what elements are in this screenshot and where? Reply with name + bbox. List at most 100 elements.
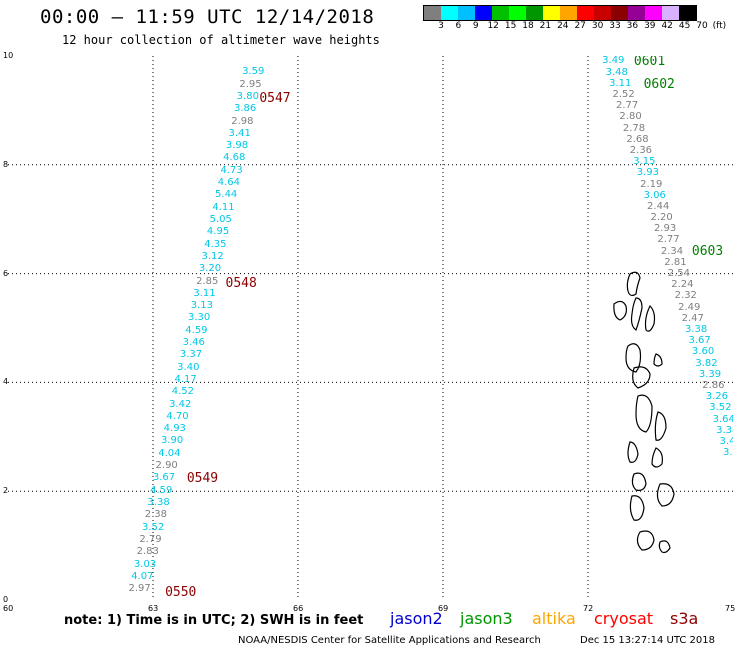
color-scale-labels: 3 6 9 12 15 18 21 24 27 30 33 36 39 42 45 70 (ft) — [423, 21, 740, 33]
island-atoll — [656, 483, 675, 507]
legend-label: 39 — [644, 21, 656, 31]
wave-height-value: 2.83 — [136, 546, 159, 558]
wave-height-value: 4.35 — [204, 238, 227, 250]
legend-swatch — [577, 6, 594, 20]
island-atoll — [651, 447, 663, 468]
maldives-islands — [613, 271, 675, 554]
wave-height-value: 3.30 — [187, 312, 211, 324]
wave-height-value: 2.90 — [155, 460, 178, 472]
wave-height-value: 2.19 — [640, 178, 663, 190]
island-atoll — [627, 441, 639, 463]
legend-label: 6 — [455, 21, 462, 31]
wave-height-value: 2.38 — [144, 509, 167, 521]
wave-height-value: 3.42 — [169, 398, 192, 410]
legend-swatch — [679, 6, 696, 20]
wave-height-value: 4.59 — [185, 324, 208, 336]
map-panel[interactable]: 3.59 2.95 3.80 3.86 2.98 3.41 3.98 4.68 4.73 4.64… — [8, 56, 733, 600]
wave-height-value: 5.44 — [215, 189, 238, 201]
wave-height-value: 3.38 — [716, 424, 733, 436]
island-atoll — [613, 300, 627, 321]
wave-height-value: 4.68 — [223, 152, 246, 164]
wave-height-value: 3.67 — [152, 472, 176, 484]
pass-time-label: 0550 — [165, 584, 197, 600]
wave-height-value: 3.60 — [691, 346, 715, 358]
island-atoll — [658, 540, 671, 554]
satellite-s3a: s3a — [670, 609, 699, 628]
legend-label: 21 — [539, 21, 552, 31]
wave-height-value: 2.68 — [626, 133, 649, 145]
wave-height-value: 3.03 — [133, 558, 157, 570]
legend-swatch — [441, 6, 458, 20]
wave-height-value: 3.86 — [233, 103, 257, 115]
wave-height-value: 4.93 — [163, 423, 186, 435]
legend-swatch — [509, 6, 526, 20]
longitude-tick-label: 69 — [438, 604, 449, 613]
legend-swatch — [543, 6, 560, 20]
wave-height-value: 3.11 — [609, 77, 632, 89]
wave-height-value: 2.80 — [619, 111, 642, 123]
wave-height-value: 2.78 — [622, 122, 646, 134]
legend-swatch — [628, 6, 645, 20]
wave-height-value: 3.98 — [225, 140, 249, 152]
wave-height-value: 3.52 — [142, 521, 165, 533]
wave-height-value: 4.52 — [171, 386, 195, 398]
wave-height-value: 4.59 — [150, 484, 173, 496]
latitude-tick-label: 0 — [3, 595, 9, 604]
island-atoll — [653, 353, 663, 367]
longitude-tick-label: 72 — [583, 604, 594, 613]
wave-height-value: 3.80 — [236, 90, 259, 102]
longitude-tick-label: 60 — [3, 604, 14, 613]
wave-height-value: 2.79 — [139, 533, 162, 545]
wave-height-value: 4.17 — [174, 373, 197, 385]
wave-height-value: 2.54 — [667, 268, 691, 280]
wave-height-value: 3.41 — [228, 127, 251, 139]
wave-height-value: 3.06 — [643, 189, 666, 201]
legend-swatch — [594, 6, 611, 20]
wave-height-value: 4.73 — [220, 164, 243, 176]
island-atoll — [635, 394, 653, 433]
legend-swatch — [424, 6, 441, 20]
pass-time-label: 0601 — [633, 56, 666, 70]
legend-label: 3 — [438, 21, 444, 31]
latitude-tick-label: 4 — [3, 377, 9, 387]
map-canvas — [8, 56, 733, 600]
pass-time-label: 0603 — [691, 243, 724, 259]
latitude-tick-label: 6 — [3, 268, 9, 278]
longitude-tick-label: 75 — [725, 604, 736, 613]
wave-height-value: 2.81 — [664, 256, 687, 268]
island-atoll — [630, 297, 643, 331]
latitude-tick-label: 10 — [3, 51, 14, 60]
wave-height-value: 2.34 — [660, 245, 684, 257]
island-atoll — [644, 304, 656, 332]
wave-height-value: 3.46 — [182, 337, 205, 349]
legend-label: 12 — [487, 21, 499, 31]
legend-swatch — [662, 6, 679, 20]
wave-height-value: 4.07 — [131, 570, 154, 582]
satellite-jason3: jason3 — [460, 609, 513, 628]
wave-height-value: 3.4 — [719, 435, 733, 447]
wave-height-value: 2.85 — [196, 275, 219, 287]
legend-label: 45 — [678, 21, 691, 31]
legend-label: 9 — [472, 21, 479, 31]
wave-height-value: 4.64 — [217, 177, 240, 189]
legend-label: 18 — [522, 21, 534, 31]
wave-height-value: 2.77 — [657, 234, 680, 246]
chart-subtitle: 12 hour collection of altimeter wave hei… — [62, 33, 380, 47]
pass-time-label: 0602 — [643, 77, 675, 93]
legend-label: 33 — [609, 21, 621, 31]
wave-height-value: 4.11 — [212, 201, 235, 213]
wave-height-value: 2.77 — [615, 100, 639, 112]
wave-height-value: 2.93 — [653, 223, 677, 235]
legend-label: 70 — [696, 21, 708, 31]
wave-height-value: 2.98 — [231, 115, 254, 127]
legend-label: 42 — [661, 21, 673, 31]
wave-height-value: 2.95 — [239, 78, 262, 90]
wave-height-value: 2.32 — [674, 290, 697, 302]
wave-height-value: 3.26 — [705, 391, 728, 403]
wave-height-value: 3.52 — [709, 402, 732, 414]
legend-label: 36 — [626, 21, 639, 31]
grid-lines — [8, 56, 733, 600]
wave-height-value: 2.86 — [702, 379, 725, 391]
legend-swatch — [526, 6, 543, 20]
wave-height-value: 4.95 — [206, 226, 230, 238]
